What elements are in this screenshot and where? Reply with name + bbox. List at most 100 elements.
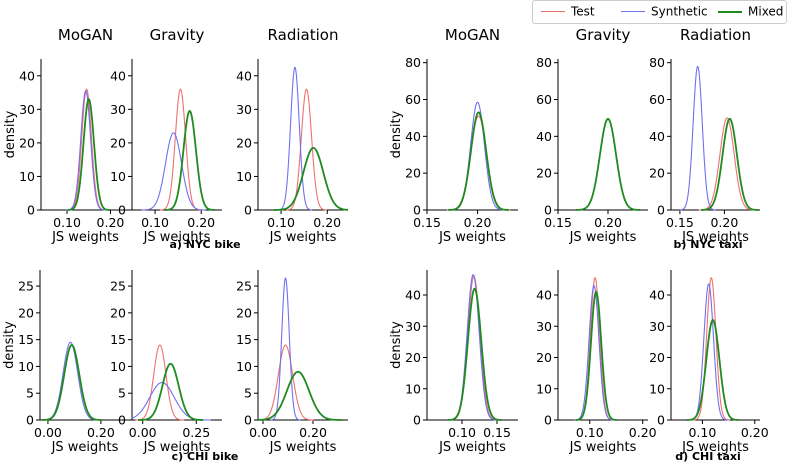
density-curve-test xyxy=(257,344,314,421)
x-tick-label: 0.20 xyxy=(629,425,657,440)
y-axis-label: density xyxy=(3,110,18,158)
y-tick-label: 15 xyxy=(236,332,252,347)
panel-caption: c) CHI bike xyxy=(172,450,239,463)
y-tick-label: 0 xyxy=(544,203,552,218)
x-tick-label: 0.20 xyxy=(594,215,622,230)
y-tick-label: 0 xyxy=(244,203,252,218)
density-curve-test xyxy=(446,115,511,211)
density-curve-mixed xyxy=(447,287,502,421)
density-curve-test xyxy=(575,118,641,211)
legend-swatch-synthetic xyxy=(621,11,645,12)
x-axis-label: JS weights xyxy=(681,440,749,455)
density-curve-synthetic xyxy=(277,66,313,211)
y-tick-label: 0 xyxy=(657,203,665,218)
y-tick-label: 25 xyxy=(236,279,252,294)
density-curve-synthetic xyxy=(41,341,100,421)
x-axis-label: JS weights xyxy=(51,230,119,245)
y-tick-label: 20 xyxy=(649,166,665,181)
y-tick-label: 20 xyxy=(236,305,252,320)
density-curve-mixed xyxy=(41,344,102,421)
y-tick-label: 20 xyxy=(536,166,552,181)
panel-title: Radiation xyxy=(268,26,339,44)
x-axis-label: JS weights xyxy=(143,230,211,245)
y-tick-label: 80 xyxy=(649,55,665,70)
y-tick-label: 25 xyxy=(110,279,126,294)
x-tick-label: 0.00 xyxy=(249,425,277,440)
x-tick-label: 0.20 xyxy=(97,215,125,230)
y-tick-label: 0 xyxy=(26,413,34,428)
y-tick-label: 10 xyxy=(18,359,34,374)
density-curve-test xyxy=(41,344,102,421)
y-tick-label: 0 xyxy=(118,413,126,428)
x-tick-label: 0.15 xyxy=(483,425,511,440)
y-tick-label: 30 xyxy=(649,319,665,334)
y-tick-label: 20 xyxy=(405,350,421,365)
density-curve-synthetic xyxy=(574,284,614,421)
y-tick-label: 20 xyxy=(19,135,35,150)
x-axis-label: JS weights xyxy=(681,230,749,245)
y-tick-label: 30 xyxy=(405,319,421,334)
y-tick-label: 5 xyxy=(26,386,34,401)
y-tick-label: 30 xyxy=(110,102,126,117)
y-tick-label: 5 xyxy=(118,386,126,401)
y-tick-label: 40 xyxy=(649,288,665,303)
x-tick-label: 0.25 xyxy=(182,425,210,440)
density-curve-synthetic xyxy=(449,273,498,421)
density-curve-synthetic xyxy=(141,132,206,211)
y-tick-label: 80 xyxy=(536,55,552,70)
density-curve-synthetic xyxy=(66,90,106,211)
x-tick-label: 0.15 xyxy=(413,215,441,230)
y-axis-label: density xyxy=(389,110,404,158)
density-curve-mixed xyxy=(575,117,641,211)
x-axis-label: JS weights xyxy=(438,230,506,245)
panel-title: MoGAN xyxy=(58,26,113,44)
y-tick-label: 30 xyxy=(19,102,35,117)
y-tick-label: 20 xyxy=(536,350,552,365)
y-tick-label: 10 xyxy=(19,169,35,184)
x-tick-label: 0.20 xyxy=(464,215,492,230)
density-curve-mixed xyxy=(701,117,759,211)
legend-label-mixed: Mixed xyxy=(748,4,784,19)
y-tick-label: 10 xyxy=(536,381,552,396)
density-curve-test xyxy=(698,117,756,211)
density-curve-synthetic xyxy=(449,101,506,211)
y-tick-label: 0 xyxy=(657,413,665,428)
density-curve-mixed xyxy=(67,98,110,211)
y-tick-label: 0 xyxy=(244,413,252,428)
y-tick-label: 40 xyxy=(110,68,126,83)
density-curve-test xyxy=(159,88,201,211)
x-tick-label: 0.15 xyxy=(666,215,694,230)
legend-item-test: Test xyxy=(541,4,595,20)
legend-swatch-mixed xyxy=(718,10,742,13)
y-tick-label: 10 xyxy=(649,381,665,396)
y-tick-label: 40 xyxy=(236,68,252,83)
panel-title: Gravity xyxy=(576,26,631,44)
density-curve-synthetic xyxy=(575,118,641,211)
density-curve-test xyxy=(692,277,730,421)
x-tick-label: 0.20 xyxy=(741,425,769,440)
density-curve-mixed xyxy=(686,318,740,421)
panel-caption: a) NYC bike xyxy=(169,238,240,251)
y-axis-label: density xyxy=(389,321,404,369)
y-tick-label: 20 xyxy=(110,135,126,150)
x-tick-label: 0.10 xyxy=(688,425,716,440)
density-curve-test xyxy=(135,344,185,421)
y-tick-label: 30 xyxy=(236,102,252,117)
y-tick-label: 0 xyxy=(544,413,552,428)
x-tick-label: 0.20 xyxy=(187,215,215,230)
y-tick-label: 20 xyxy=(18,305,34,320)
y-tick-label: 20 xyxy=(110,305,126,320)
y-tick-label: 40 xyxy=(405,129,421,144)
y-tick-label: 10 xyxy=(110,359,126,374)
x-tick-label: 0.20 xyxy=(87,425,115,440)
y-tick-label: 0 xyxy=(413,203,421,218)
x-tick-label: 0.10 xyxy=(53,215,81,230)
x-tick-label: 0.10 xyxy=(141,215,169,230)
y-axis-label: density xyxy=(2,321,17,369)
density-curve-test xyxy=(449,275,499,421)
x-axis-label: JS weights xyxy=(569,440,637,455)
x-axis-label: JS weights xyxy=(269,440,337,455)
y-tick-label: 10 xyxy=(405,381,421,396)
y-tick-label: 40 xyxy=(19,68,35,83)
